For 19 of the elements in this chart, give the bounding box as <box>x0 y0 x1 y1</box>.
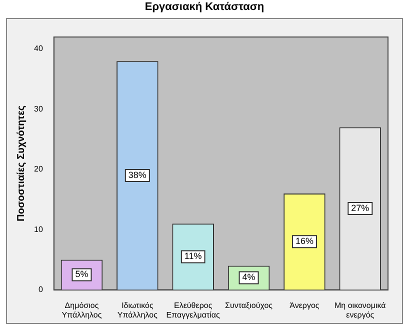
y-tick-label: 30 <box>34 104 44 114</box>
y-tick-label: 0 <box>38 285 44 294</box>
y-tick-label: 10 <box>34 224 44 234</box>
chart-title: Εργασιακή Κατάσταση <box>144 1 266 13</box>
data-label: 5% <box>75 269 88 280</box>
data-label: 27% <box>351 203 370 214</box>
x-tick-label: Άνεργος <box>290 300 320 310</box>
y-tick-label: 20 <box>34 164 44 174</box>
x-tick-label: Συνταξιούχος <box>225 300 273 310</box>
data-label: 16% <box>295 236 314 246</box>
x-tick-label: Ιδιωτικός Υπάλληλος <box>117 300 158 320</box>
x-tick-label: Ελεύθερος Επαγγελματίας <box>166 300 220 320</box>
data-label: 38% <box>128 170 146 180</box>
x-tick-label: Δημόσιος Υπάλληλος <box>62 300 102 320</box>
y-tick-label: 40 <box>34 44 44 54</box>
data-label: 11% <box>184 251 202 262</box>
data-label: 4% <box>242 272 256 282</box>
x-tick-label: Μη οικονομικά ενεργός <box>334 300 386 320</box>
y-axis-title: Ποσοστιαίες Συχνότητες <box>16 105 27 222</box>
